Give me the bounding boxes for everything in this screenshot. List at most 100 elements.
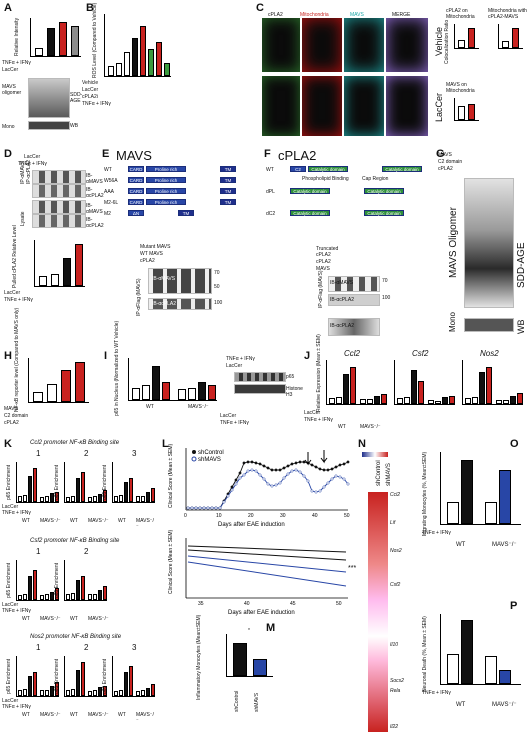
data-point [266,482,270,486]
blot-image [328,294,380,306]
blot-label: IB-αcPLA2 [86,217,104,229]
bar [93,690,97,696]
panel-a: A Relative Intensity TNFα + IFNγ LacCer … [0,0,82,140]
domain-block: Catalytic domain [364,210,404,216]
bar [33,672,37,696]
bar [486,367,492,404]
bar [517,393,523,404]
mw-marker: 70 [214,270,220,276]
bar [81,662,85,696]
data-point [346,482,350,486]
bar [465,398,471,404]
bar [156,42,162,76]
side-label: IP-αFlag (MAVS) [136,278,142,316]
series-group [186,460,350,510]
data-point [318,489,322,493]
series-line [188,469,349,509]
gene-label: Lif [390,520,396,526]
domain-block: TM [178,210,194,216]
bar [208,385,216,400]
row-label: LacCer [2,504,19,510]
legend-marker [192,450,196,454]
data-point [286,472,290,476]
bar [119,690,123,696]
bar [435,401,441,404]
side-label: IP-αFlag (MAVS) [318,270,324,308]
plot-axis [64,656,107,697]
group-label: MAVS⁻/⁻ [88,518,109,524]
blot-label: Mono [448,311,457,332]
blot-label: IB-αMAVS [330,280,354,286]
x-tick-group: 35 40 45 50 [198,601,342,607]
blot-label: MAVS oligomer [2,84,22,96]
bar [124,672,128,696]
data-point [206,506,210,510]
blot-label: IB-αMAVS [86,203,103,215]
bar [45,496,49,502]
construct-row: AAA CARD Proline rich TM [104,188,254,196]
group-label: WT [70,616,78,622]
clinical-score-chart: shControl shMAVS 0 10 20 30 40 50 Days after … [168,444,356,616]
data-point [198,506,202,510]
data-point [274,483,278,487]
panel-label: K [4,438,12,450]
blot-label: IB-αMAVS [152,276,176,282]
x-tick-label: 40 [244,601,250,607]
bar [98,687,102,696]
series-line [187,545,347,553]
y-axis-label: p65 Enrichment [102,658,108,694]
construct-name: dC2 [266,211,276,217]
panel-label: I [104,350,108,362]
row-label: LacCer [220,413,237,419]
gene-label: Ccl2 [390,492,401,498]
side-chart [454,24,479,49]
panel-c: C cPLA2 Mitochondria MAVS MERGE Vehicle … [172,0,532,140]
data-point [290,462,294,466]
domain-block: Proline rich [146,177,186,183]
data-point [326,468,330,472]
data-point [258,462,262,466]
x-tick-label: shControl [234,690,240,712]
panel-label: P [510,600,518,612]
group-label: WT [22,616,30,622]
bar [129,478,133,502]
bar [188,388,196,400]
bar [442,397,448,404]
side-chart-title: cPLA2 on Mitochondria [446,8,475,20]
blot-image [28,121,70,130]
data-point [310,463,314,467]
data-point [342,462,346,466]
bar [66,594,70,600]
chip-charts: 1 p65 Enrichment WT MAVS⁻/⁻ 2 p65 Enrichment W… [0,438,156,734]
data-point [310,489,314,493]
micrograph [386,18,428,72]
data-point [250,460,254,464]
plot-axis [64,560,107,601]
data-point [282,476,286,480]
data-point [294,468,298,472]
row-label: cPLA2 [140,258,155,264]
data-point [298,470,302,474]
bar [124,482,128,502]
bar [108,66,114,76]
row-label: LacCer [304,410,321,416]
bar [47,28,55,56]
data-point [326,481,330,485]
bar [114,691,118,696]
gene-label: Rela [390,688,401,694]
data-point [194,506,198,510]
bar [124,52,130,76]
side-label: SDD-AGE [70,92,83,104]
construct-row: WT CARD Proline rich TM [104,166,254,174]
y-axis-label: NF-κB reporter level (Compared to MAVS o… [14,307,20,412]
panel-label: C [256,2,264,14]
bar [45,690,49,696]
legend-marker [191,456,197,462]
blot-image [234,372,286,382]
row-label: LacCer [2,602,19,608]
construct-name: W56A [104,178,118,184]
group-label: MAVS⁻/⁻ [360,424,381,430]
domain-block: TM [220,188,236,194]
group-label: WT [118,518,126,524]
bar [458,106,465,120]
